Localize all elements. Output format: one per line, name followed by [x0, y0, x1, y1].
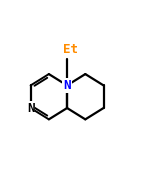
Text: N: N	[27, 102, 34, 115]
Text: Et: Et	[63, 43, 78, 56]
Text: N: N	[63, 79, 71, 92]
